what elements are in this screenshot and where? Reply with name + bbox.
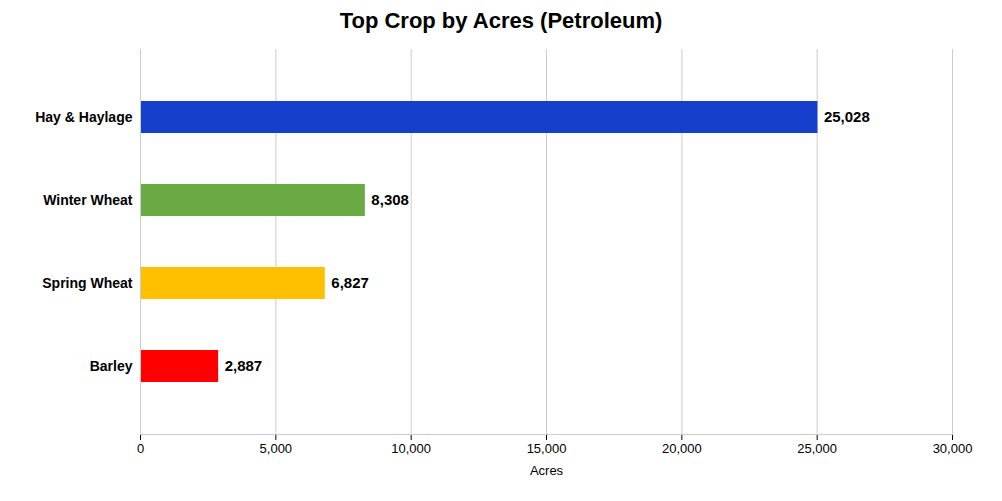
svg-text:Winter Wheat: Winter Wheat (43, 192, 133, 208)
svg-text:15,000: 15,000 (527, 441, 567, 456)
svg-text:2,887: 2,887 (225, 357, 263, 374)
svg-text:Barley: Barley (90, 358, 133, 374)
svg-text:30,000: 30,000 (933, 441, 973, 456)
svg-text:8,308: 8,308 (371, 191, 409, 208)
svg-text:0: 0 (137, 441, 144, 456)
svg-text:25,000: 25,000 (797, 441, 837, 456)
svg-text:Acres: Acres (530, 463, 564, 478)
svg-text:Hay & Haylage: Hay & Haylage (35, 109, 132, 125)
svg-text:5,000: 5,000 (260, 441, 293, 456)
html-text:Top Crop by Acres (Petroleum): Top Crop by Acres (Petroleum) (339, 8, 663, 33)
svg-text:25,028: 25,028 (824, 108, 870, 125)
svg-text:Spring Wheat: Spring Wheat (42, 275, 133, 291)
svg-text:10,000: 10,000 (391, 441, 431, 456)
svg-text:20,000: 20,000 (662, 441, 702, 456)
svg-text:6,827: 6,827 (331, 274, 369, 291)
